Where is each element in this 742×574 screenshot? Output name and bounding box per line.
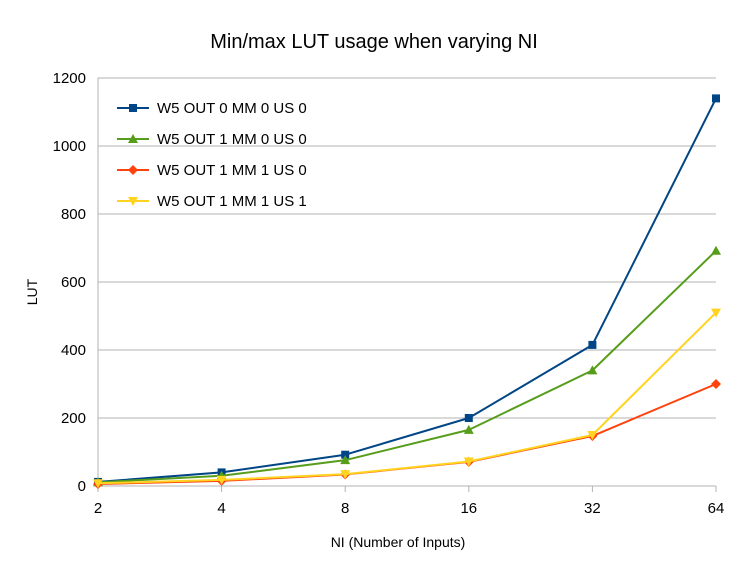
x-axis-label: NI (Number of Inputs) <box>331 534 466 550</box>
y-tick-label: 0 <box>78 478 86 495</box>
y-tick-label: 800 <box>61 206 86 223</box>
data-point <box>588 340 597 349</box>
data-point <box>463 457 474 467</box>
x-tick-label: 2 <box>94 500 102 517</box>
legend-entry: W5 OUT 1 MM 1 US 0 <box>117 162 307 179</box>
data-point <box>711 245 721 255</box>
series-4 <box>93 308 721 489</box>
legend-label: W5 OUT 0 MM 0 US 0 <box>157 100 307 117</box>
series-line <box>97 97 717 483</box>
y-tick-label: 1000 <box>53 138 86 155</box>
data-point <box>340 470 351 480</box>
data-point <box>340 455 351 465</box>
x-tick-label: 32 <box>584 500 601 517</box>
series-line <box>97 311 717 485</box>
data-point <box>341 450 350 459</box>
series-line <box>97 250 717 484</box>
y-tick-label: 400 <box>61 342 86 359</box>
x-tick-label: 4 <box>217 500 225 517</box>
legend-marker <box>128 197 138 206</box>
y-tick-label: 1200 <box>53 70 86 87</box>
data-point <box>587 431 598 440</box>
data-point <box>587 365 598 375</box>
legend-marker <box>129 104 137 112</box>
series-line <box>97 383 717 485</box>
data-point <box>93 479 103 489</box>
y-axis-label: LUT <box>24 278 40 305</box>
legend-label: W5 OUT 1 MM 1 US 0 <box>157 162 307 179</box>
data-point <box>463 424 474 434</box>
x-tick-label: 16 <box>460 500 477 517</box>
legend-entry: W5 OUT 1 MM 1 US 1 <box>117 193 307 210</box>
data-point <box>216 475 227 485</box>
data-point <box>711 308 721 318</box>
legend-label: W5 OUT 1 MM 1 US 1 <box>157 193 307 210</box>
x-tick-label: 8 <box>341 500 349 517</box>
legend-marker <box>128 134 138 143</box>
data-point <box>711 379 721 389</box>
series-3 <box>93 379 721 489</box>
y-tick-label: 200 <box>61 410 86 427</box>
data-point <box>712 94 720 103</box>
y-tick-label: 600 <box>61 274 86 291</box>
series-1 <box>94 94 720 486</box>
chart-title: Min/max LUT usage when varying NI <box>210 31 538 53</box>
x-tick-label: 64 <box>708 500 725 517</box>
legend-entry: W5 OUT 0 MM 0 US 0 <box>117 100 307 117</box>
legend-marker <box>128 165 138 175</box>
legend-label: W5 OUT 1 MM 0 US 0 <box>157 131 307 148</box>
data-point <box>464 414 473 422</box>
legend-entry: W5 OUT 1 MM 0 US 0 <box>117 131 307 148</box>
